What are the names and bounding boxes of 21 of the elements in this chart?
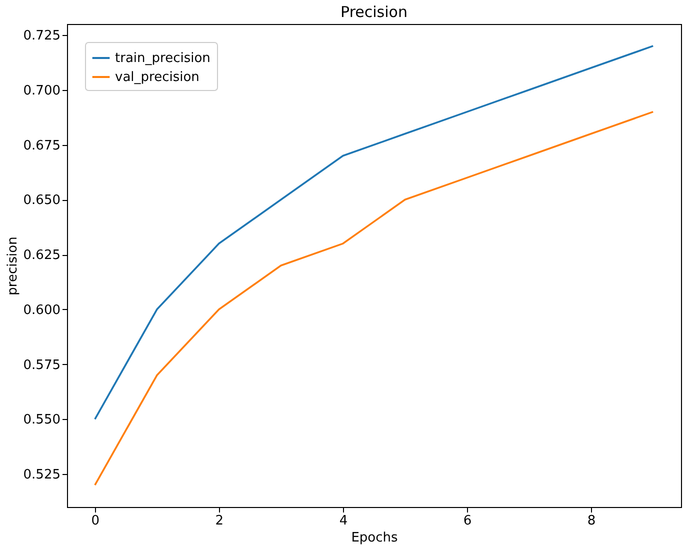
line-series: [94, 110, 654, 486]
x-tick-label: 8: [587, 514, 596, 528]
x-tick-label: 2: [215, 514, 224, 528]
y-tick-label: 0.675: [23, 138, 60, 154]
y-tick-label: 0.650: [23, 193, 60, 208]
y-tick-label: 0.550: [23, 412, 60, 428]
y-axis-title: precision: [5, 236, 20, 296]
line-series: [94, 45, 654, 420]
x-tick-label: 4: [339, 514, 348, 528]
y-tick-label: 0.725: [23, 28, 60, 44]
y-tick-label: 0.700: [23, 83, 60, 98]
legend-label: val_precision: [115, 70, 200, 85]
y-tick-label: 0.600: [23, 302, 60, 318]
y-tick-label: 0.625: [23, 248, 60, 264]
y-tick-label: 0.525: [23, 468, 60, 483]
legend-label: train_precision: [115, 51, 210, 66]
x-axis-title: Epochs: [351, 530, 398, 546]
x-tick-label: 0: [91, 514, 100, 528]
x-tick-label: 6: [463, 514, 472, 528]
chart-title: Precision: [340, 3, 408, 21]
y-tick-label: 0.575: [23, 358, 60, 373]
